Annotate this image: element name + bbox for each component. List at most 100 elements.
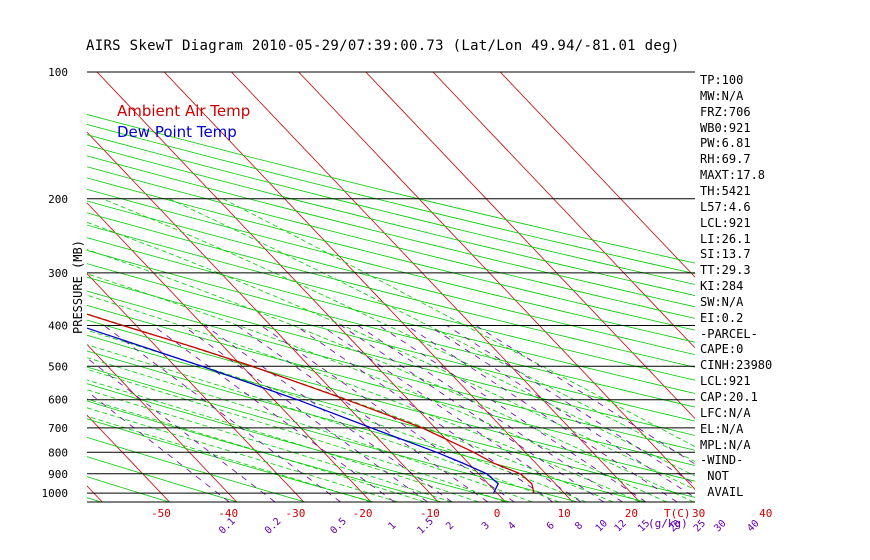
mixing-ratio-line	[87, 357, 276, 502]
pressure-tick-label: 1000	[42, 487, 69, 500]
stability-index-item: CAP:20.1	[700, 390, 758, 404]
dry-adiabat-line	[87, 237, 695, 394]
mixing-ratio-unit: (g/kg)	[648, 517, 688, 530]
legend-ambient: Ambient Air Temp	[117, 102, 251, 120]
stability-index-item: MPL:N/A	[700, 437, 751, 452]
dry-adiabat-line	[87, 400, 442, 502]
mixing-ratio-tick-label: 4	[506, 520, 518, 532]
mixing-ratio-tick-label: 3	[480, 520, 492, 532]
stability-index-item: TH:5421	[700, 183, 751, 198]
moist-adiabat-line	[87, 368, 506, 502]
mixing-ratio-tick-label: 10	[594, 518, 610, 534]
isotherm-line	[298, 72, 695, 490]
stability-index-item: L57:4.6	[700, 199, 751, 214]
moist-adiabat-line	[87, 415, 372, 502]
dry-adiabat-line	[87, 113, 695, 264]
mixing-ratio-line	[357, 325, 623, 502]
stability-index-item: CAPE:0	[700, 342, 744, 357]
stability-index-item: MW:N/A	[700, 88, 744, 103]
dry-adiabat-line	[87, 224, 695, 381]
stability-index-item: AVAIL	[700, 485, 744, 500]
moist-adiabat-line	[87, 294, 641, 502]
pressure-tick-label: 600	[48, 394, 68, 407]
mixing-ratio-line	[340, 325, 604, 502]
mixing-ratio-line	[152, 325, 395, 502]
stability-index-item: LCL:921	[700, 374, 751, 389]
dry-adiabat-line	[87, 155, 695, 308]
dry-adiabat-line	[87, 166, 695, 319]
mixing-ratio-line	[87, 390, 230, 502]
dry-adiabat-line	[87, 418, 374, 502]
bottom-temp-tick-label: 10	[558, 507, 571, 520]
dry-adiabat-line	[87, 350, 647, 502]
dry-adiabat-line	[87, 290, 695, 451]
bottom-temp-tick-label: -30	[285, 507, 305, 520]
pressure-tick-label: 200	[48, 193, 68, 206]
pressure-tick-label: 500	[48, 360, 68, 373]
stability-index-item: PW:6.81	[700, 136, 751, 151]
bottom-temp-tick-label: -10	[420, 507, 440, 520]
isotherm-line	[0, 72, 35, 502]
stability-index-item: EL:N/A	[700, 421, 744, 436]
stability-index-item: FRZ:706	[700, 104, 751, 119]
dewpoint-temp-profile	[87, 327, 500, 494]
dry-adiabat-line	[87, 383, 510, 502]
mixing-ratio-tick-label: 0.5	[328, 516, 349, 537]
pressure-tick-label: 900	[48, 468, 68, 481]
dry-adiabat-line	[87, 276, 695, 436]
stability-index-item: CINH:23980	[700, 358, 773, 373]
legend-dewpoint: Dew Point Temp	[117, 123, 237, 141]
mixing-ratio-line	[204, 325, 453, 502]
dry-adiabat-line	[87, 124, 695, 275]
stability-index-item: KI:284	[700, 279, 744, 293]
dry-adiabat-line	[87, 456, 238, 502]
bottom-temp-tick-label: 40	[759, 507, 772, 520]
dry-adiabat-line	[87, 436, 306, 502]
mixing-ratio-tick-label: 8	[573, 520, 585, 532]
mixing-ratio-line	[182, 325, 428, 502]
stability-index-item: SI:13.7	[700, 247, 751, 262]
stability-index-item: EI:0.2	[700, 310, 744, 325]
mixing-ratio-line	[378, 325, 647, 502]
pressure-tick-label: 400	[48, 320, 68, 333]
dry-adiabat-line	[87, 319, 695, 482]
bottom-temp-tick-label: 30	[692, 507, 705, 520]
pressure-tick-label: 800	[48, 446, 68, 459]
mixing-ratio-tick-label: 25	[692, 518, 708, 534]
moist-adiabat-line	[87, 389, 452, 502]
stability-index-item: MAXT:17.8	[700, 168, 766, 183]
mixing-ratio-tick-label: 2	[444, 520, 456, 532]
mixing-ratio-tick-label: 0.2	[263, 516, 284, 537]
dry-adiabat-line	[87, 366, 578, 502]
mixing-ratio-line	[320, 325, 582, 502]
mixing-ratio-tick-label: 1	[387, 520, 399, 532]
bottom-temp-tick-label: 0	[494, 507, 501, 520]
dry-adiabat-line	[87, 144, 695, 297]
bottom-temp-tick-label: -40	[218, 507, 238, 520]
bottom-temp-tick-label: -50	[151, 507, 171, 520]
moist-adiabat-line	[222, 198, 695, 448]
mixing-ratio-tick-label: 40	[745, 518, 761, 534]
dry-adiabat-line	[87, 304, 695, 466]
stability-index-item: TT:29.3	[700, 263, 751, 278]
pressure-tick-label: 700	[48, 422, 68, 435]
isotherm-line	[365, 72, 695, 420]
dry-adiabat-line	[87, 134, 695, 285]
dry-adiabat-line	[87, 200, 695, 356]
stability-index-item: -WIND-	[700, 453, 744, 468]
moist-adiabat-line	[87, 398, 425, 502]
isotherm-line	[87, 485, 103, 502]
mixing-ratio-line	[295, 325, 553, 502]
pressure-tick-label: 100	[48, 66, 68, 79]
chart-title: AIRS SkewT Diagram 2010-05-29/07:39:00.7…	[86, 38, 680, 54]
moist-adiabat-line	[87, 357, 533, 502]
mixing-ratio-tick-label: 30	[712, 518, 728, 534]
moist-adiabat-line	[87, 273, 667, 502]
moist-adiabat-line	[87, 379, 479, 502]
dry-adiabat-line	[87, 250, 695, 408]
stability-index-item: LFC:N/A	[700, 405, 751, 420]
stability-index-item: LI:26.1	[700, 231, 751, 246]
isotherm-line	[87, 414, 170, 502]
isotherm-line	[96, 72, 506, 502]
